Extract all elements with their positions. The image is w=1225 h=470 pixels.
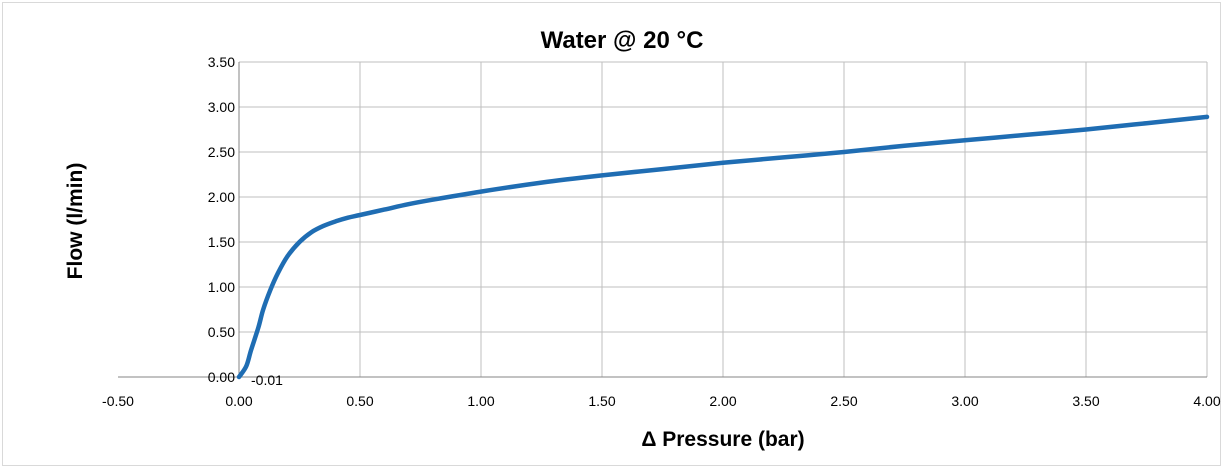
y-tick-label: 2.50 xyxy=(208,144,235,160)
x-tick-label: -0.50 xyxy=(102,393,134,409)
y-axis-title: Flow (l/min) xyxy=(64,163,87,280)
data-label: -0.01 xyxy=(251,372,283,388)
x-tick-label: 0.00 xyxy=(225,393,252,409)
y-tick-label: 3.00 xyxy=(208,99,235,115)
grid-layer xyxy=(239,61,1208,377)
x-tick-label: 2.50 xyxy=(830,393,857,409)
y-tick-label: 0.50 xyxy=(208,324,235,340)
chart-title: Water @ 20 °C xyxy=(541,27,704,54)
series-line xyxy=(236,114,1210,380)
axis-layer xyxy=(118,62,1207,378)
label-layer: 0.00 0.50 1.00 1.50 2.00 2.50 3.00 3.50 -0.50 0.0… xyxy=(102,54,1221,409)
y-tick-label: 1.00 xyxy=(208,279,235,295)
x-tick-label: 3.00 xyxy=(951,393,978,409)
x-tick-label: 0.50 xyxy=(346,393,373,409)
y-tick-label: 0.00 xyxy=(208,369,235,385)
y-tick-label: 2.00 xyxy=(208,189,235,205)
x-axis-title: Δ Pressure (bar) xyxy=(641,428,804,451)
y-tick-label: 3.50 xyxy=(208,54,235,70)
y-tick-label: 1.50 xyxy=(208,234,235,250)
x-tick-label: 2.00 xyxy=(709,393,736,409)
x-tick-label: 3.50 xyxy=(1072,393,1099,409)
x-tick-label: 1.50 xyxy=(588,393,615,409)
x-tick-label: 4.00 xyxy=(1193,393,1220,409)
series-layer xyxy=(236,114,1210,380)
x-tick-label: 1.00 xyxy=(467,393,494,409)
